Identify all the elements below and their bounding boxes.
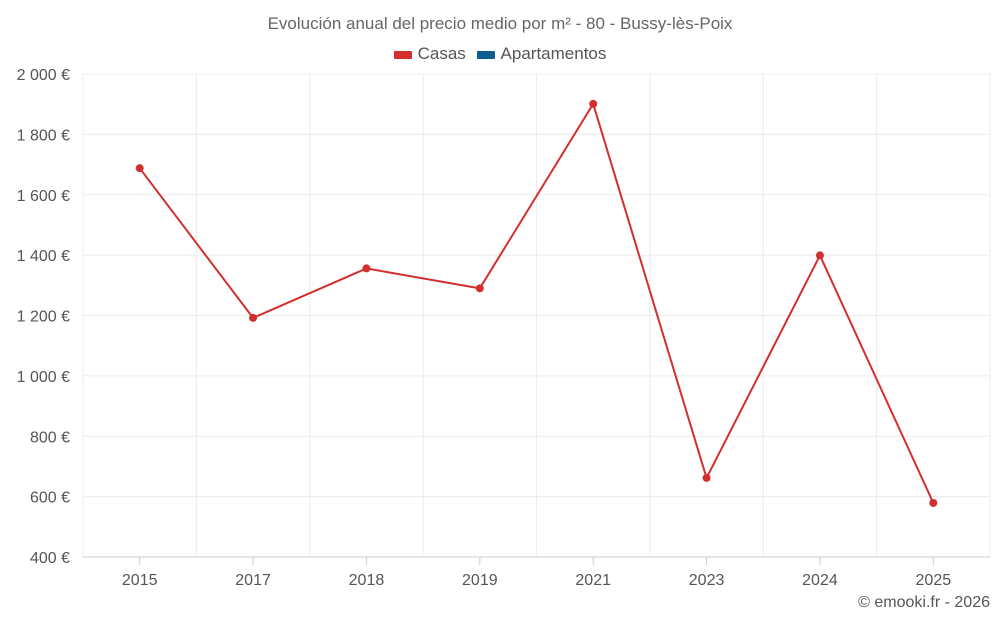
legend-swatch-casas [393, 50, 412, 59]
axes: 400 € 600 € 800 € 1 000 € 1 200 € 1 400 € 1 60… [17, 67, 990, 589]
y-tick-label: 1 800 € [17, 127, 70, 144]
grid-lines [82, 73, 991, 558]
series-casas [135, 99, 938, 507]
y-tick-label: 400 € [30, 550, 70, 567]
legend-swatch-apartamentos [476, 50, 495, 59]
series-line [138, 102, 935, 504]
data-point [929, 498, 938, 507]
legend-item-apartamentos[interactable]: Apartamentos [476, 44, 607, 64]
chart-legend: Casas Apartamentos [0, 44, 1000, 64]
y-tick-label: 1 400 € [17, 248, 70, 265]
x-tick-label: 2019 [462, 572, 498, 589]
x-tick-label: 2025 [916, 572, 952, 589]
y-tick-label: 2 000 € [17, 67, 70, 84]
legend-label-casas: Casas [417, 44, 466, 63]
x-tick-label: 2015 [122, 572, 158, 589]
data-point [815, 251, 824, 260]
data-point [249, 313, 258, 322]
data-point [475, 284, 484, 293]
legend-item-casas[interactable]: Casas [393, 44, 466, 64]
x-tick-label: 2024 [802, 572, 838, 589]
y-tick-label: 600 € [30, 490, 70, 507]
data-point [589, 99, 598, 108]
data-point [702, 473, 711, 482]
x-tick-label: 2021 [575, 572, 611, 589]
y-tick-label: 1 000 € [17, 369, 70, 386]
chart-title: Evolución anual del precio medio por m² … [267, 14, 733, 33]
legend-label-apartamentos: Apartamentos [500, 44, 607, 63]
y-tick-label: 800 € [30, 429, 70, 446]
data-point [362, 264, 371, 273]
y-tick-label: 1 600 € [17, 188, 70, 205]
y-tick-label: 1 200 € [17, 309, 70, 326]
data-point [135, 164, 144, 173]
watermark-credit: © emooki.fr - 2026 [858, 594, 990, 611]
x-tick-label: 2018 [349, 572, 385, 589]
x-tick-label: 2017 [235, 572, 271, 589]
x-tick-label: 2023 [689, 572, 725, 589]
